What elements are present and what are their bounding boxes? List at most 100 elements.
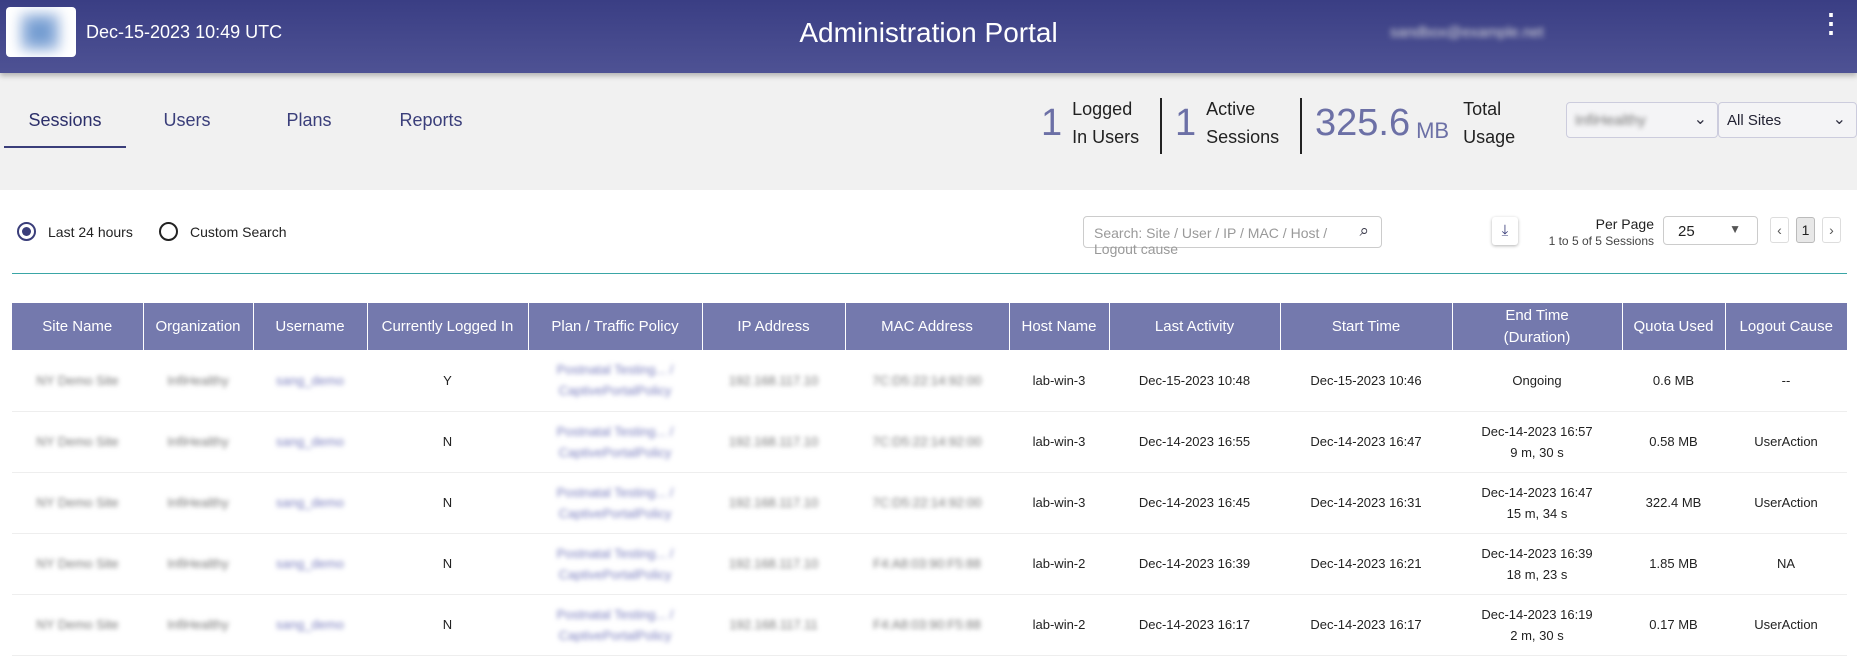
cell-user-text[interactable]: sang_demo — [276, 556, 344, 571]
table-row[interactable]: NY Demo Site InfiHealthy sang_demo Y Postnat… — [12, 350, 1847, 412]
cell-last: Dec-15-2023 10:48 — [1109, 350, 1280, 412]
cell-org-text: InfiHealthy — [167, 617, 229, 632]
cell-cause-text: UserAction — [1754, 617, 1818, 632]
tab-plans[interactable]: Plans — [286, 110, 332, 130]
cell-plan2-text[interactable]: CaptivePortalPolicy — [558, 383, 672, 399]
prev-page-button[interactable]: ‹ — [1770, 217, 1789, 243]
table-row[interactable]: NY Demo Site InfiHealthy sang_demo N Postnat… — [12, 472, 1847, 534]
page-1-button[interactable]: 1 — [1796, 217, 1815, 243]
cell-quota: 0.58 MB — [1622, 411, 1725, 473]
column-header-label: End Time (Duration) — [1503, 306, 1571, 346]
cell-dur-text: 18 m, 23 s — [1506, 566, 1568, 582]
cell-plan1-text[interactable]: Postnatal Testing... / — [556, 362, 674, 378]
column-header-label: Currently Logged In — [381, 317, 514, 335]
column-header[interactable]: MAC Address — [845, 303, 1010, 350]
cell-plan2-text[interactable]: CaptivePortalPolicy — [558, 566, 672, 582]
cell-logged: N — [367, 594, 528, 656]
cell-site-text: NY Demo Site — [36, 556, 119, 571]
cell-ip: 192.168.117.10 — [702, 533, 845, 595]
column-header[interactable]: Start Time — [1280, 303, 1453, 350]
cell-quota: 1.85 MB — [1622, 533, 1725, 595]
cell-quota-text: 0.58 MB — [1649, 434, 1698, 449]
cell-site: NY Demo Site — [12, 594, 143, 656]
results-summary: 1 to 5 of 5 Sessions — [1548, 234, 1654, 248]
cell-user: sang_demo — [253, 411, 367, 473]
tab-sessions[interactable]: Sessions — [4, 100, 126, 148]
cell-host: lab-win-2 — [1009, 533, 1109, 595]
column-header[interactable]: Host Name — [1009, 303, 1110, 350]
column-header[interactable]: Site Name — [12, 303, 144, 350]
cell-user-text[interactable]: sang_demo — [276, 617, 344, 632]
tab-reports[interactable]: Reports — [399, 110, 463, 130]
column-header[interactable]: Quota Used — [1622, 303, 1726, 350]
cell-org-text: InfiHealthy — [167, 434, 229, 449]
table-row[interactable]: NY Demo Site InfiHealthy sang_demo N Postnat… — [12, 533, 1847, 595]
stat-active-sessions: 1 Active Sessions — [1175, 95, 1279, 151]
cell-logged-text: N — [442, 434, 453, 449]
column-header[interactable]: Currently Logged In — [367, 303, 529, 350]
cell-logged-text: N — [442, 495, 453, 510]
cell-site: NY Demo Site — [12, 472, 143, 534]
next-page-button[interactable]: › — [1822, 217, 1841, 243]
column-header[interactable]: Organization — [143, 303, 254, 350]
column-header[interactable]: IP Address — [702, 303, 846, 350]
cell-host: lab-win-3 — [1009, 350, 1109, 412]
cell-last-text: Dec-15-2023 10:48 — [1138, 372, 1251, 388]
column-header-label: Username — [275, 317, 345, 335]
cell-cause: -- — [1725, 350, 1847, 412]
cell-plan1-text[interactable]: Postnatal Testing... / — [556, 423, 674, 439]
cell-org: InfiHealthy — [143, 411, 253, 473]
organization-select[interactable]: InfiHealthy ⌄ — [1566, 102, 1718, 138]
cell-ip: 192.168.117.10 — [702, 411, 845, 473]
radio-custom-search[interactable]: Custom Search — [159, 222, 286, 241]
cell-host: lab-win-3 — [1009, 472, 1109, 534]
cell-plan1-text[interactable]: Postnatal Testing... / — [556, 545, 674, 561]
column-header[interactable]: Last Activity — [1109, 303, 1281, 350]
page-title: Administration Portal — [799, 17, 1058, 48]
cell-logged-text: N — [442, 556, 453, 571]
cell-plan2-text[interactable]: CaptivePortalPolicy — [558, 505, 672, 521]
cell-plan2-text[interactable]: CaptivePortalPolicy — [558, 627, 672, 643]
cell-ip: 192.168.117.11 — [702, 594, 845, 656]
top-bar: Dec-15-2023 10:49 UTC Administration Por… — [0, 0, 1857, 73]
radio-checked-icon[interactable] — [17, 222, 36, 241]
cell-user-text[interactable]: sang_demo — [276, 372, 344, 388]
kebab-icon[interactable]: ⋮ — [1818, 8, 1844, 38]
cell-logged: Y — [367, 350, 528, 412]
search-input[interactable]: Search: Site / User / IP / MAC / Host / … — [1083, 216, 1382, 257]
cell-end: Dec-14-2023 16:47 15 m, 34 s — [1452, 472, 1622, 534]
organization-value: InfiHealthy — [1575, 112, 1646, 129]
cell-logged: N — [367, 411, 528, 473]
search-icon[interactable]: ⌕ — [1359, 221, 1369, 240]
cell-plan1-text[interactable]: Postnatal Testing... / — [556, 484, 674, 500]
logo[interactable] — [6, 7, 76, 57]
radio-unchecked-icon[interactable] — [159, 222, 178, 241]
cell-host-text: lab-win-2 — [1032, 556, 1086, 571]
cell-quota-text: 1.85 MB — [1649, 556, 1698, 571]
per-page-select[interactable]: 25 ▼ — [1663, 216, 1758, 245]
radio-last-24-hours[interactable]: Last 24 hours — [17, 222, 133, 241]
cell-host-text: lab-win-3 — [1032, 434, 1086, 449]
table-row[interactable]: NY Demo Site InfiHealthy sang_demo N Postnat… — [12, 411, 1847, 473]
table-row[interactable]: NY Demo Site InfiHealthy sang_demo N Postnat… — [12, 594, 1847, 656]
column-header[interactable]: Plan / Traffic Policy — [528, 303, 703, 350]
cell-plan1-text[interactable]: Postnatal Testing... / — [556, 606, 674, 622]
column-header[interactable]: Username — [253, 303, 368, 350]
cell-quota: 322.4 MB — [1622, 472, 1725, 534]
cell-plan2-text[interactable]: CaptivePortalPolicy — [558, 444, 672, 460]
cell-last: Dec-14-2023 16:45 — [1109, 472, 1280, 534]
column-header[interactable]: End Time (Duration) — [1452, 303, 1623, 350]
cell-user-text[interactable]: sang_demo — [276, 434, 344, 449]
download-icon[interactable]: ⤓ — [1492, 217, 1518, 245]
tab-users[interactable]: Users — [163, 110, 211, 130]
cell-user-text[interactable]: sang_demo — [276, 495, 344, 510]
column-header[interactable]: Logout Cause — [1725, 303, 1847, 350]
stat-unit: MB — [1416, 118, 1450, 143]
caret-down-icon: ▼ — [1729, 222, 1741, 236]
cell-mac-text: 7C:D5:22:14:92:00 — [872, 434, 982, 449]
radio-label: Custom Search — [190, 223, 287, 240]
cell-plan: Postnatal Testing... / CaptivePortalPolic… — [528, 350, 702, 412]
cell-ip-text: 192.168.117.10 — [728, 556, 819, 571]
site-select[interactable]: All Sites ⌄ — [1718, 102, 1857, 138]
cell-plan: Postnatal Testing... / CaptivePortalPolic… — [528, 411, 702, 473]
